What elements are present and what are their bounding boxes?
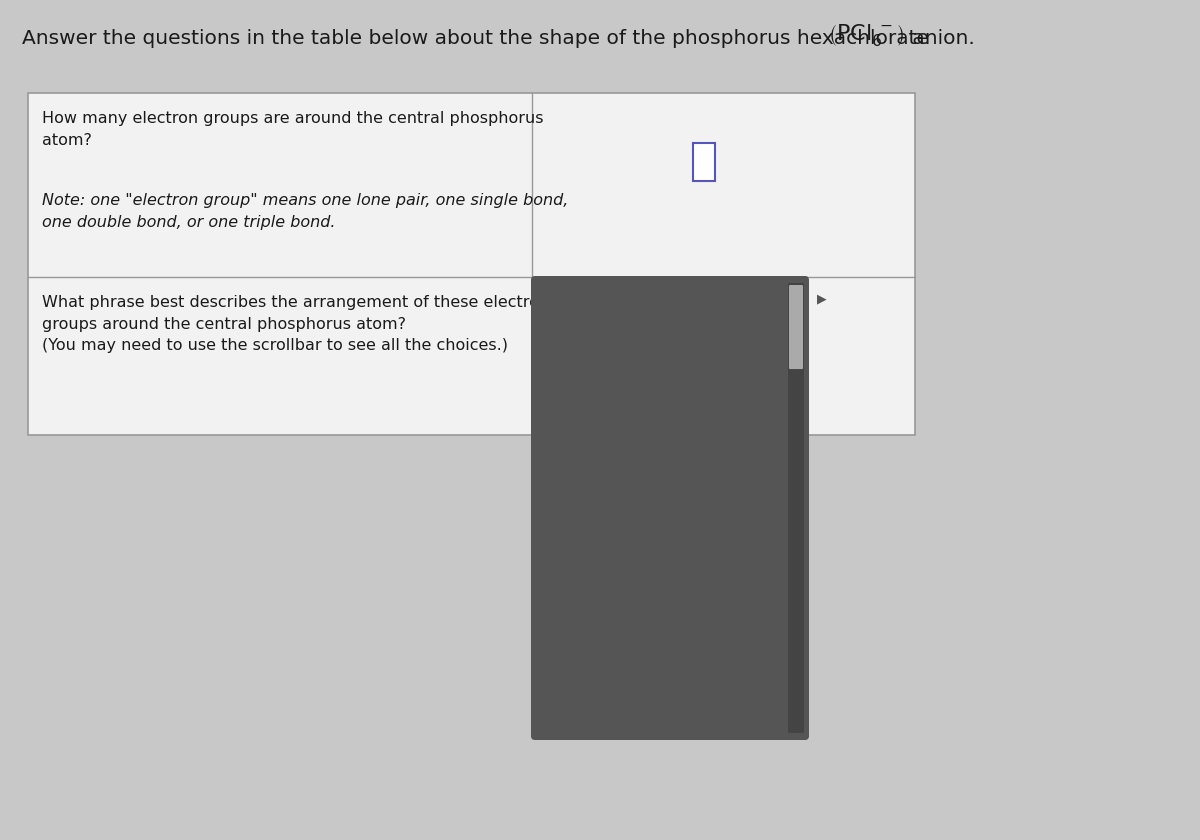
Text: What phrase best describes the arrangement of these electron
groups around the c: What phrase best describes the arrangeme…	[42, 295, 550, 353]
Text: trigonal pyramidal: trigonal pyramidal	[563, 481, 712, 496]
Text: ▶: ▶	[817, 292, 827, 306]
Text: Answer the questions in the table below about the shape of the phosphorus hexach: Answer the questions in the table below …	[22, 29, 935, 48]
FancyBboxPatch shape	[790, 285, 803, 369]
FancyBboxPatch shape	[788, 283, 804, 733]
Text: How many electron groups are around the central phosphorus
atom?: How many electron groups are around the …	[42, 111, 544, 148]
Text: anion.: anion.	[906, 29, 974, 48]
FancyBboxPatch shape	[692, 143, 714, 181]
Text: bent: bent	[563, 368, 600, 382]
Text: T-shaped: T-shaped	[563, 406, 636, 421]
Text: square pyramidal: square pyramidal	[563, 558, 704, 573]
Text: $\left(\mathrm{PCl}_6^{\ -}\right)$: $\left(\mathrm{PCl}_6^{\ -}\right)$	[828, 22, 904, 48]
FancyBboxPatch shape	[28, 93, 916, 435]
Text: tetrahedral: tetrahedral	[563, 596, 654, 611]
Text: trigonal planar: trigonal planar	[563, 444, 682, 459]
Text: linear: linear	[563, 329, 608, 344]
Text: octahedral: octahedral	[563, 710, 649, 724]
Text: ✓ (choose one): ✓ (choose one)	[551, 291, 673, 307]
Text: trigonal bipyramidal: trigonal bipyramidal	[563, 671, 726, 686]
Text: square planar: square planar	[563, 519, 674, 534]
Text: Note: one "electron group" means one lone pair, one single bond,
one double bond: Note: one "electron group" means one lon…	[42, 193, 569, 229]
Text: sawhorse: sawhorse	[563, 633, 640, 648]
FancyBboxPatch shape	[530, 276, 809, 740]
